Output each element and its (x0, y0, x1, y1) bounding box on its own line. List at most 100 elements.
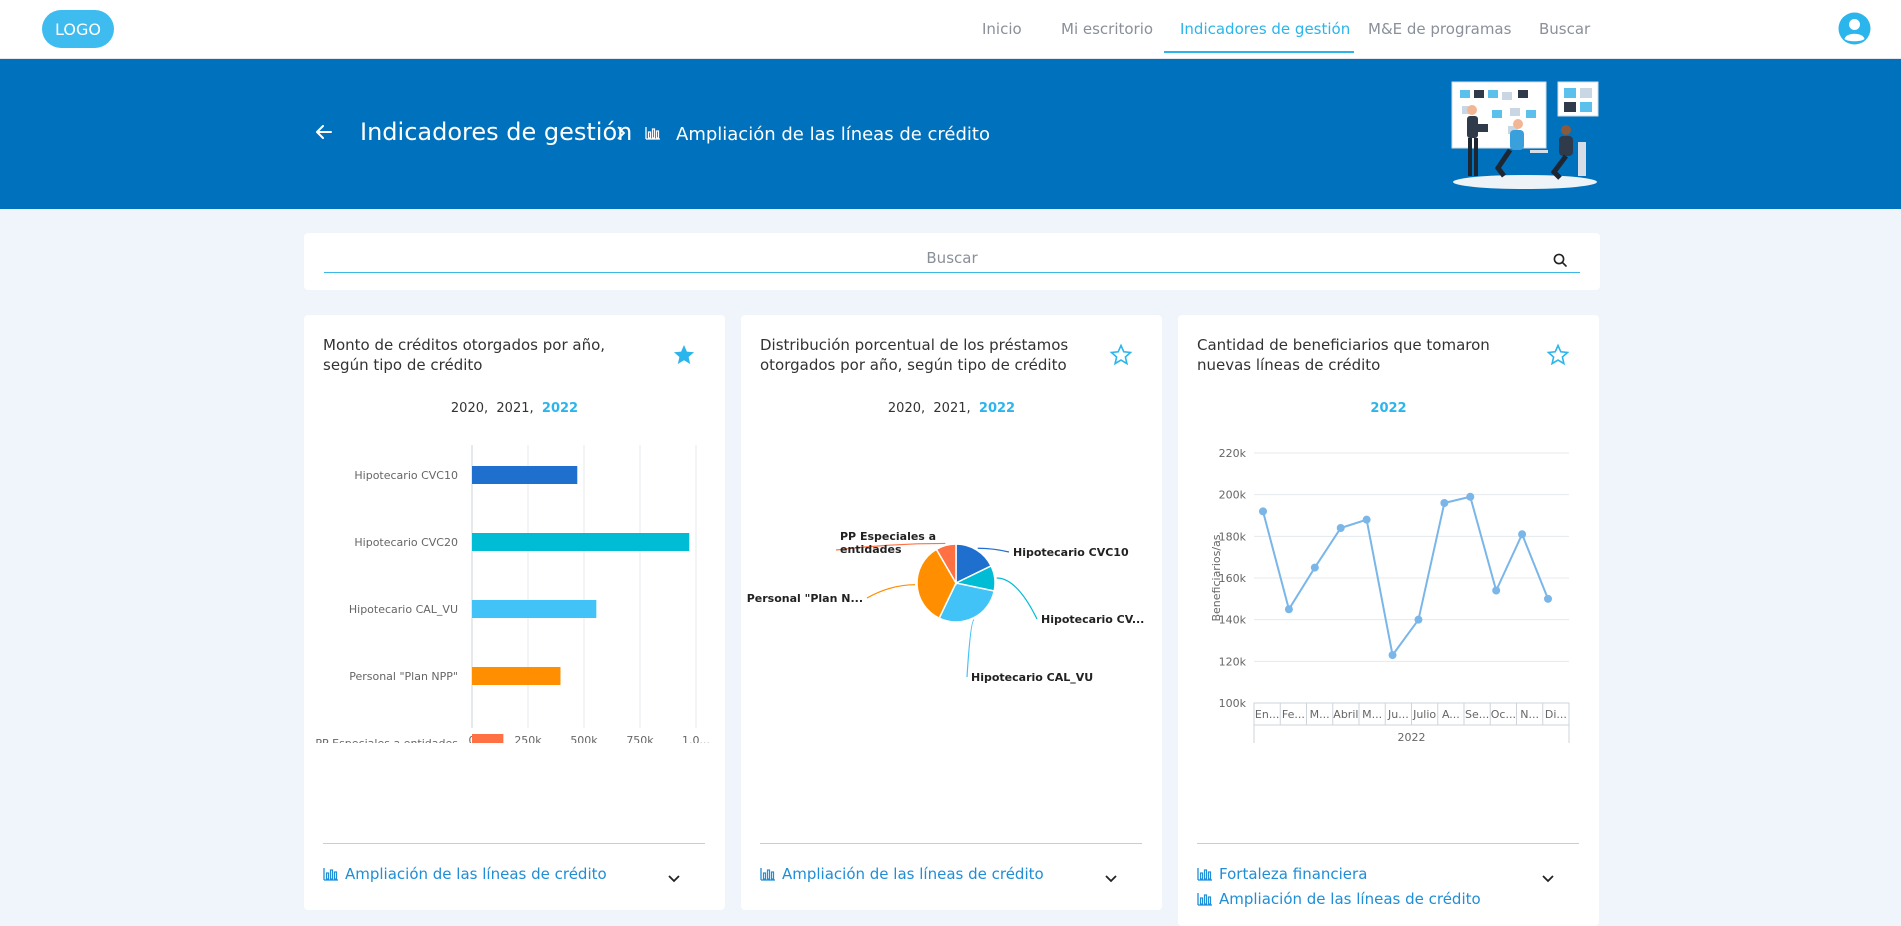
related-indicator-label: Ampliación de las líneas de crédito (782, 865, 1044, 883)
y-tick-label: 200k (1219, 489, 1247, 502)
indicator-card-montos: Monto de créditos otorgados por año, seg… (304, 315, 725, 910)
pie-slice-label: PP Especiales a entidades (840, 530, 936, 556)
year-option-selected[interactable]: 2022 (978, 401, 1016, 416)
year-selector: 2022 (1178, 401, 1599, 416)
related-indicator-link[interactable]: Ampliación de las líneas de crédito (1197, 890, 1481, 908)
x-tick-label: En... (1255, 708, 1279, 721)
related-indicator-label: Fortaleza financiera (1219, 865, 1368, 883)
year-selector: 2020, 2021, 2022 (887, 401, 1016, 416)
main-nav: Inicio Mi escritorio Indicadores de gest… (0, 0, 1901, 59)
year-option-selected[interactable]: 2022 (1370, 401, 1407, 416)
top-navbar: LOGO Inicio Mi escritorio Indicadores de… (0, 0, 1901, 59)
card-title: Cantidad de beneficiarios que tomaron nu… (1197, 336, 1490, 374)
bar (472, 533, 690, 551)
logo[interactable]: LOGO (42, 10, 114, 48)
data-point (1414, 615, 1423, 624)
data-point (1362, 515, 1371, 524)
pie-leader-line (977, 547, 1010, 553)
bar (472, 734, 504, 743)
x-tick-label: M... (1362, 708, 1382, 721)
bar-chart-icon (1197, 893, 1212, 906)
card-divider (760, 843, 1142, 844)
x-tick-label: 1.0... (682, 734, 710, 743)
related-indicator-link[interactable]: Fortaleza financiera (1197, 865, 1367, 883)
year-option[interactable]: 2020 (450, 401, 484, 416)
y-tick-label: 140k (1219, 614, 1247, 627)
year-option-selected[interactable]: 2022 (541, 401, 579, 416)
card-title: Monto de créditos otorgados por año, seg… (323, 336, 606, 374)
nav-item-inicio[interactable]: Inicio (982, 20, 1022, 38)
bar (472, 667, 561, 685)
pie-slice-label: Personal "Plan N... (747, 592, 863, 605)
chevron-down-icon[interactable] (1540, 870, 1556, 886)
bar (472, 466, 578, 484)
related-indicator-label: Ampliación de las líneas de crédito (1219, 890, 1481, 908)
bar-chart-icon (760, 868, 775, 881)
x-tick-label: Di... (1545, 708, 1567, 721)
data-point (1284, 605, 1293, 614)
pie-leader-line (866, 584, 916, 599)
line-chart: 100k 120k 140k 160k 180k 200k 220k Beneficiario… (1210, 447, 1570, 743)
data-point (1259, 507, 1267, 516)
favorite-star-outline-icon[interactable] (1109, 343, 1133, 367)
x-tick-label: Julio (1412, 708, 1436, 721)
pie-leader-line (996, 577, 1038, 620)
data-point (1310, 563, 1319, 572)
pie-chart: Hipotecario CVC10 Hipotecario CV... Hipote… (747, 530, 1145, 684)
pie-slice (955, 543, 993, 585)
x-tick-label: Oc... (1491, 708, 1516, 721)
x-tick-label: N... (1520, 708, 1539, 721)
card-divider (323, 843, 705, 844)
data-point (1518, 530, 1527, 539)
card-title: Distribución porcentual de los préstamos… (760, 336, 1069, 374)
series-line (1262, 495, 1549, 658)
x-tick-label: A... (1442, 708, 1460, 721)
nav-item-indicadores[interactable]: Indicadores de gestión (1180, 20, 1351, 38)
back-arrow-icon[interactable] (314, 122, 334, 142)
related-indicator-link[interactable]: Ampliación de las líneas de crédito (760, 865, 1044, 883)
x-tick-label: Se... (1465, 708, 1489, 721)
bar-chart-icon (645, 127, 660, 140)
y-category-label: Hipotecario CVC10 (354, 469, 458, 482)
card-divider (1197, 843, 1579, 844)
nav-item-me-programas[interactable]: M&E de programas (1368, 20, 1512, 38)
favorite-star-outline-icon[interactable] (1546, 343, 1570, 367)
x-tick-label: Abril (1333, 708, 1358, 721)
x-tick-label: 500k (570, 734, 598, 743)
x-tick-label: 750k (626, 734, 654, 743)
user-avatar-icon[interactable] (1838, 12, 1871, 45)
data-point (1544, 594, 1552, 603)
chevron-down-icon[interactable] (666, 870, 682, 886)
data-point (1492, 586, 1501, 595)
breadcrumb-current[interactable]: Ampliación de las líneas de crédito (676, 124, 991, 145)
pie-slice-label: Hipotecario CAL_VU (971, 671, 1093, 684)
bar (472, 600, 597, 618)
year-option[interactable]: 2020 (887, 401, 921, 416)
team-meeting-illustration (1451, 81, 1599, 189)
year-selector: 2020, 2021, 2022 (450, 401, 579, 416)
y-category-label: Personal "Plan NPP" (349, 670, 458, 683)
year-option[interactable]: 2021 (933, 401, 967, 416)
indicator-card-beneficiarios: Cantidad de beneficiarios que tomaron nu… (1178, 315, 1599, 926)
x-tick-label: M... (1310, 708, 1330, 721)
x-tick-label: 250k (514, 734, 542, 743)
nav-item-mi-escritorio[interactable]: Mi escritorio (1061, 20, 1154, 38)
nav-item-buscar[interactable]: Buscar (1539, 20, 1591, 38)
bar-chart-icon (1197, 868, 1212, 881)
related-indicator-link[interactable]: Ampliación de las líneas de crédito (323, 865, 607, 883)
pie-slice-label: Hipotecario CVC10 (1013, 546, 1129, 559)
pie-leader-line (966, 619, 975, 678)
pie-slice-label: Hipotecario CV... (1041, 613, 1144, 626)
y-category-label: Hipotecario CVC20 (354, 536, 458, 549)
chevron-down-icon[interactable] (1103, 870, 1119, 886)
y-tick-label: 100k (1219, 697, 1247, 710)
search-input[interactable] (324, 243, 1580, 273)
search-icon[interactable] (1552, 252, 1568, 268)
chevron-right-icon (617, 126, 626, 140)
y-category-label: PP Especiales a entidades (315, 737, 458, 743)
favorite-star-filled-icon[interactable] (672, 343, 696, 367)
year-option[interactable]: 2021 (496, 401, 530, 416)
data-point (1336, 524, 1345, 532)
bar-chart: 0250k500k750k1.0...Pesos corrientesHipot… (315, 445, 710, 743)
related-indicator-label: Ampliación de las líneas de crédito (345, 865, 607, 883)
